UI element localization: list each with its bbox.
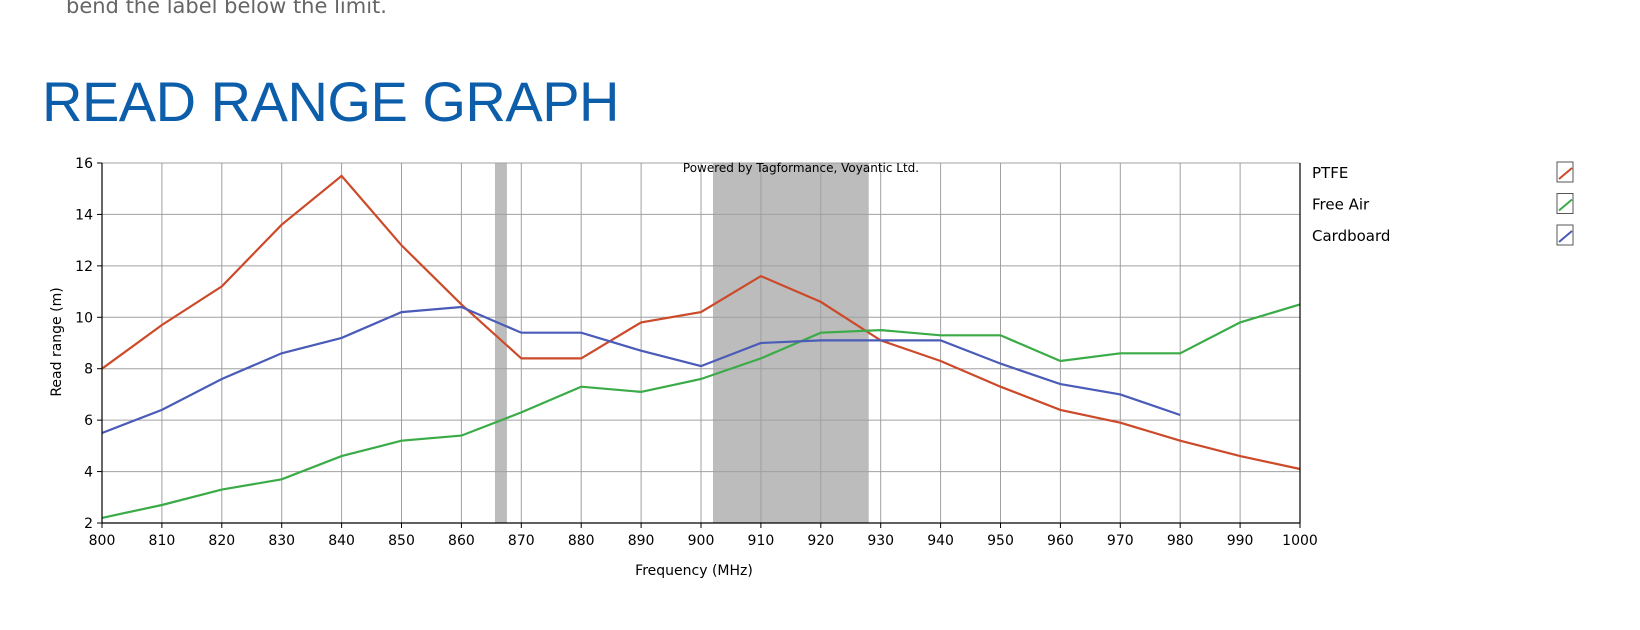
x-tick-label: 870 (508, 533, 535, 549)
legend-swatch-line-free-air (1558, 198, 1573, 212)
x-tick-labels: 800 810 820 830 840 850 860 870 880 890 900 910 920 9… (89, 533, 1318, 549)
x-tick-label: 920 (807, 533, 834, 549)
y-tick-label: 16 (75, 156, 93, 172)
x-tick-label: 970 (1107, 533, 1134, 549)
legend-label-ptfe: PTFE (1312, 164, 1348, 182)
section-title: READ RANGE GRAPH (42, 70, 620, 133)
y-tick-label: 4 (84, 465, 93, 481)
axes (97, 162, 1301, 528)
legend-label-cardboard: Cardboard (1312, 227, 1390, 245)
grid (101, 162, 1301, 524)
shaded-band-0 (494, 163, 507, 523)
x-tick-label: 860 (448, 533, 475, 549)
x-tick-label: 1000 (1282, 533, 1318, 549)
series-lines (101, 174, 1301, 519)
x-tick-label: 880 (568, 533, 595, 549)
y-tick-labels: 2 4 6 8 10 12 14 16 (75, 156, 93, 532)
legend-swatch-line-cardboard (1558, 230, 1573, 243)
y-axis-label: Read range (m) (49, 287, 65, 396)
x-tick-label: 890 (628, 533, 655, 549)
x-tick-label: 820 (208, 533, 235, 549)
x-tick-label: 950 (987, 533, 1014, 549)
legend-label-free-air: Free Air (1312, 196, 1370, 214)
x-tick-label: 940 (927, 533, 954, 549)
series-line-ptfe (101, 174, 1301, 471)
legend: PTFE Free Air Cardboard (1312, 161, 1574, 246)
y-tick-label: 14 (75, 207, 93, 223)
x-tick-label: 930 (867, 533, 894, 549)
x-tick-label: 840 (328, 533, 355, 549)
intro-text: bend the label below the limit. (66, 0, 387, 18)
x-tick-label: 980 (1167, 533, 1194, 549)
x-tick-label: 810 (149, 533, 176, 549)
series-line-free-air (101, 303, 1301, 519)
y-tick-label: 10 (75, 310, 93, 326)
y-tick-label: 12 (75, 259, 93, 275)
series-line-cardboard (101, 305, 1181, 435)
x-axis-label: Frequency (MHz) (635, 563, 753, 579)
x-tick-label: 800 (89, 533, 116, 549)
legend-swatch-line-ptfe (1558, 167, 1573, 180)
y-tick-label: 2 (84, 516, 93, 532)
x-tick-label: 900 (688, 533, 715, 549)
chart-watermark: Powered by Tagformance, Voyantic Ltd. (683, 161, 919, 175)
y-tick-label: 8 (84, 362, 93, 378)
shaded-bands (494, 163, 869, 523)
shaded-band-1 (712, 163, 869, 523)
x-tick-label: 850 (388, 533, 415, 549)
y-tick-label: 6 (84, 413, 93, 429)
x-tick-label: 910 (748, 533, 775, 549)
x-tick-label: 960 (1047, 533, 1074, 549)
x-tick-label: 990 (1227, 533, 1254, 549)
x-tick-label: 830 (268, 533, 295, 549)
